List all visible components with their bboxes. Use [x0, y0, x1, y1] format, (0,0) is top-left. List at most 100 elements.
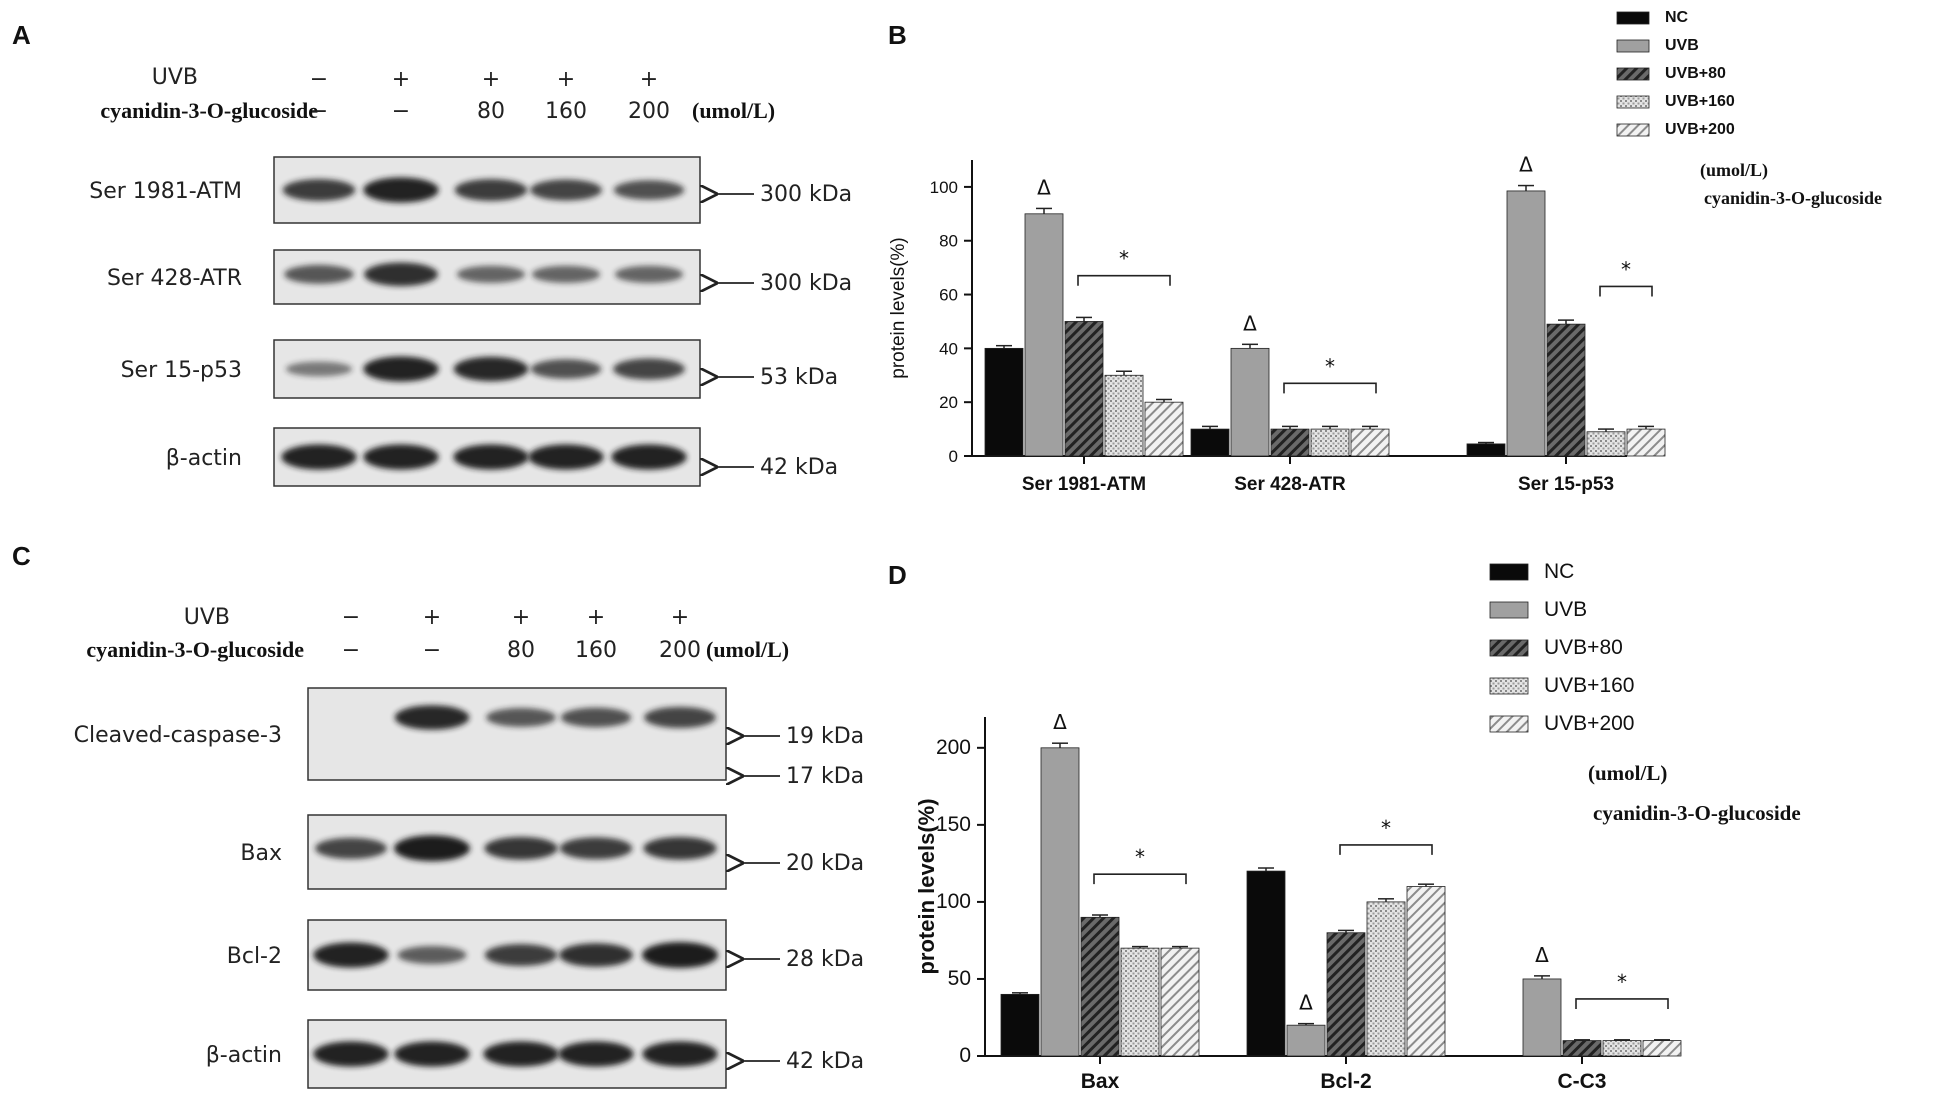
blot-label: Ser 428-ATR [107, 266, 242, 291]
protein-band [559, 943, 633, 967]
protein-band [644, 706, 716, 729]
legend-label: UVB+160 [1544, 674, 1634, 697]
bar [984, 347, 1024, 457]
blot-strip: Ser 1981-ATM 300 kDa [89, 156, 852, 224]
bar [1080, 916, 1120, 1057]
bar [1506, 190, 1546, 457]
drug-dose: 200 [659, 638, 701, 663]
drug-doses: − − 80 160 200 [310, 99, 670, 124]
panel-label-d: D [888, 560, 907, 590]
bar [1522, 978, 1562, 1057]
bar [1104, 374, 1144, 457]
significance-delta: Δ [1535, 943, 1549, 967]
blot-label: β-actin [166, 446, 242, 471]
significance-bracket [1283, 382, 1377, 394]
x-tick-label: Ser 1981-ATM [1022, 474, 1146, 495]
unit-label: (umol/L) [706, 637, 789, 662]
panel-label-b: B [888, 20, 907, 50]
y-axis-label: protein levels(%) [888, 237, 909, 379]
bar [1466, 443, 1506, 457]
kda-label: 28 kDa [786, 947, 864, 972]
protein-band [284, 264, 354, 284]
protein-band [282, 179, 356, 201]
kda-label: 300 kDa [760, 271, 852, 296]
blot-strip: Ser 428-ATR 300 kDa [107, 249, 852, 305]
significance-star: * [1621, 257, 1631, 281]
bar [1064, 321, 1104, 457]
blot-label: Cleaved-caspase-3 [74, 723, 282, 748]
legend-swatch [1616, 95, 1650, 109]
drug-dose: 80 [477, 99, 505, 124]
protein-band [613, 180, 685, 200]
protein-band [397, 946, 467, 964]
blot-strip: Cleaved-caspase-3 19 kDa 17 kDa [74, 687, 864, 789]
significance-delta: Δ [1037, 175, 1051, 199]
legend-label: UVB+80 [1665, 65, 1726, 82]
bar [1602, 1040, 1642, 1057]
panel-label-a: A [12, 20, 31, 50]
y-axis-label: protein levels(%) [914, 798, 939, 974]
kda-label: 300 kDa [760, 182, 852, 207]
protein-band [484, 836, 558, 860]
drug-dose: 80 [507, 638, 535, 663]
uvb-sign: + [423, 605, 441, 630]
protein-band [559, 837, 633, 860]
bar [1144, 401, 1184, 457]
kda-label: 19 kDa [786, 724, 864, 749]
panel-label-c: C [12, 541, 31, 571]
bar [1546, 323, 1586, 457]
uvb-sign: − [310, 67, 328, 92]
protein-band [614, 265, 684, 283]
chart-b: B 0 20 40 60 80 100 protein levels(%) Ser 1981-… [888, 9, 1882, 495]
uvb-sign: + [512, 605, 530, 630]
legend-drug-note: cyanidin-3-O-glucoside [1704, 188, 1882, 208]
uvb-signs: − + + + + [342, 605, 689, 630]
panel-c: C UVB cyanidin-3-O-glucoside (umol/L) − +… [12, 541, 864, 1089]
y-tick-label: 60 [939, 286, 958, 305]
drug-dose: − [310, 99, 328, 124]
kda-label: 17 kDa [786, 764, 864, 789]
blot-label: Bax [240, 841, 282, 866]
bar [1230, 347, 1270, 457]
protein-band [454, 179, 528, 201]
legend-unit-note: (umol/L) [1700, 160, 1768, 181]
x-tick-label: Bcl-2 [1320, 1070, 1371, 1093]
uvb-signs: − + + + + [310, 67, 658, 92]
legend-swatch [1616, 123, 1650, 137]
significance-bracket [1093, 873, 1187, 885]
protein-band [642, 1041, 718, 1067]
y-tick-label: 50 [948, 967, 971, 990]
y-tick-label: 40 [939, 339, 958, 358]
y-tick-label: 0 [949, 447, 958, 466]
blot-strip: Bcl-2 28 kDa [227, 919, 864, 991]
uvb-sign: + [640, 67, 658, 92]
bar [1586, 431, 1626, 457]
protein-band [364, 262, 438, 287]
uvb-sign: + [392, 67, 410, 92]
protein-band [394, 705, 470, 730]
blot-frame [307, 687, 727, 781]
legend-swatch [1616, 39, 1650, 53]
blot-label: Bcl-2 [227, 944, 282, 969]
uvb-sign: + [671, 605, 689, 630]
y-tick-label: 150 [936, 813, 971, 836]
protein-band [285, 361, 353, 377]
legend-swatch [1616, 67, 1650, 81]
x-tick-label: Ser 15-p53 [1518, 474, 1614, 495]
legend-label: UVB+80 [1544, 636, 1623, 659]
drug-dose: 160 [545, 99, 587, 124]
significance-star: * [1617, 970, 1627, 994]
panel-a: A UVB cyanidin-3-O-glucoside (umol/L) − +… [12, 20, 852, 487]
bar [1562, 1040, 1602, 1057]
protein-band [613, 358, 685, 380]
bar [1326, 932, 1366, 1057]
protein-band [394, 1041, 470, 1067]
bar [1190, 428, 1230, 457]
drug-dose: 200 [628, 99, 670, 124]
protein-band [611, 444, 687, 470]
drug-doses: − − 80 160 200 [342, 638, 701, 663]
bar [1406, 886, 1446, 1057]
protein-band [643, 836, 717, 860]
y-tick-label: 200 [936, 736, 971, 759]
